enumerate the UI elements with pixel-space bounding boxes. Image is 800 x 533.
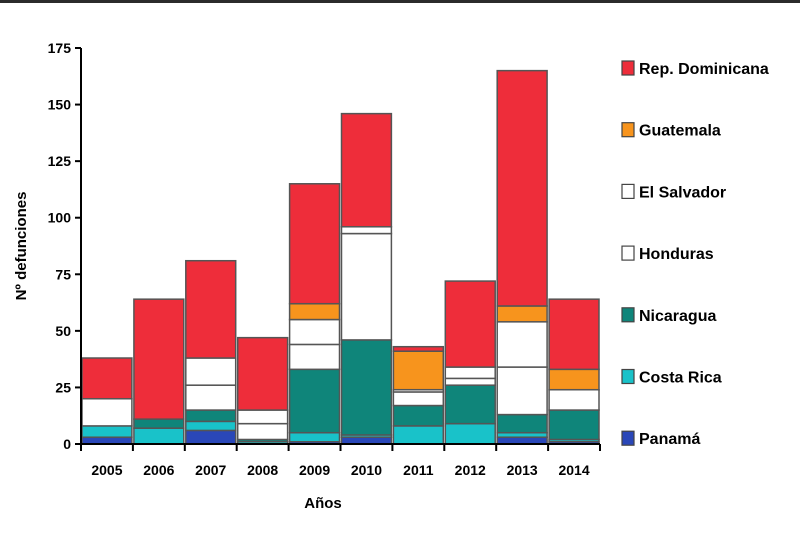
top-border bbox=[0, 0, 800, 3]
bar-segment bbox=[185, 384, 237, 411]
x-tick-label: 2012 bbox=[455, 462, 486, 478]
legend-swatch bbox=[621, 183, 635, 199]
x-tick-label: 2005 bbox=[91, 462, 122, 478]
bar-segment bbox=[185, 420, 237, 432]
x-tick-label: 2011 bbox=[403, 462, 434, 478]
x-tick-label: 2010 bbox=[351, 462, 382, 478]
legend-swatch bbox=[621, 368, 635, 385]
y-axis-ticks: 0 25 50 75 100 125 150 175 bbox=[48, 40, 81, 452]
bar-segment bbox=[444, 422, 496, 445]
bar-segment bbox=[185, 357, 237, 386]
bar-segment bbox=[236, 336, 289, 411]
bar-segment bbox=[340, 436, 393, 445]
bar-segment bbox=[340, 226, 393, 235]
x-axis-ticks: 2005 2006 2007 2008 2009 2010 2011 2012 2013 2014 bbox=[80, 444, 601, 478]
bar-segment bbox=[236, 409, 289, 425]
y-tick-label: 50 bbox=[55, 323, 71, 339]
y-tick-label: 125 bbox=[48, 153, 72, 169]
legend-swatch bbox=[621, 307, 635, 323]
legend-label: Costa Rica bbox=[639, 370, 722, 387]
bar-segment bbox=[288, 183, 341, 305]
legend: Rep. Dominicana Guatemala El Salvador Hondu… bbox=[621, 60, 769, 448]
legend-label: Panamá bbox=[639, 431, 700, 448]
x-tick-label: 2009 bbox=[299, 462, 330, 478]
legend-label: Rep. Dominicana bbox=[639, 61, 769, 78]
x-tick-label: 2013 bbox=[507, 462, 538, 478]
bar-segment bbox=[81, 436, 133, 445]
bar-segment bbox=[236, 422, 289, 441]
bar-segment bbox=[444, 384, 496, 425]
bar-segment bbox=[81, 357, 133, 400]
y-tick-label: 0 bbox=[63, 436, 71, 452]
bar-segment bbox=[288, 431, 341, 443]
y-tick-label: 150 bbox=[48, 97, 72, 113]
y-tick-label: 100 bbox=[48, 210, 72, 226]
bar-segment bbox=[340, 232, 393, 341]
bar-segment bbox=[548, 298, 600, 371]
bar-segment bbox=[496, 366, 548, 416]
bar-segment bbox=[185, 429, 237, 445]
bar-segment bbox=[185, 259, 237, 359]
bar-segment bbox=[288, 368, 341, 434]
bar-segment bbox=[496, 321, 548, 368]
bar-segment bbox=[133, 418, 185, 429]
legend-label: Nicaragua bbox=[639, 308, 716, 325]
legend-swatch bbox=[621, 60, 635, 76]
legend-swatch bbox=[621, 245, 635, 261]
bar-segment bbox=[548, 368, 600, 391]
legend-swatch bbox=[621, 430, 635, 446]
bar-segment bbox=[496, 305, 548, 323]
x-axis-title: Años bbox=[304, 495, 342, 512]
bar-segment bbox=[288, 302, 341, 321]
x-tick-label: 2006 bbox=[143, 462, 174, 478]
bar-segment bbox=[392, 425, 445, 445]
bar-segment bbox=[548, 409, 600, 441]
y-axis-title: Nº defunciones bbox=[13, 192, 30, 301]
bar-segment bbox=[288, 318, 341, 346]
legend-label: Guatemala bbox=[639, 123, 721, 140]
bar-segment bbox=[444, 366, 496, 380]
y-tick-label: 25 bbox=[55, 379, 71, 395]
legend-label: El Salvador bbox=[639, 184, 726, 201]
bar-segment bbox=[133, 427, 185, 445]
bar-segment bbox=[496, 436, 548, 445]
legend-label: Honduras bbox=[639, 246, 714, 263]
bar-segment bbox=[392, 404, 445, 427]
bar-segment bbox=[496, 413, 548, 434]
bar-segment bbox=[133, 298, 185, 420]
x-tick-label: 2008 bbox=[247, 462, 278, 478]
legend-swatch bbox=[621, 122, 635, 138]
y-tick-label: 75 bbox=[55, 266, 71, 282]
bar-segment bbox=[548, 388, 600, 411]
bar-segment bbox=[392, 391, 445, 407]
bar-segment bbox=[81, 425, 133, 438]
bar-segment bbox=[444, 377, 496, 386]
bars-group bbox=[81, 69, 600, 445]
y-tick-label: 175 bbox=[48, 40, 72, 56]
bar-segment bbox=[81, 397, 133, 427]
x-tick-label: 2007 bbox=[195, 462, 226, 478]
x-tick-label: 2014 bbox=[558, 462, 589, 478]
bar-segment bbox=[392, 345, 445, 352]
bar-segment bbox=[185, 409, 237, 423]
bar-segment bbox=[340, 339, 393, 436]
bar-segment bbox=[288, 343, 341, 371]
bar-segment bbox=[496, 69, 548, 307]
bar-segment bbox=[444, 280, 496, 368]
bar-segment bbox=[392, 350, 445, 391]
bar-segment bbox=[340, 112, 393, 228]
